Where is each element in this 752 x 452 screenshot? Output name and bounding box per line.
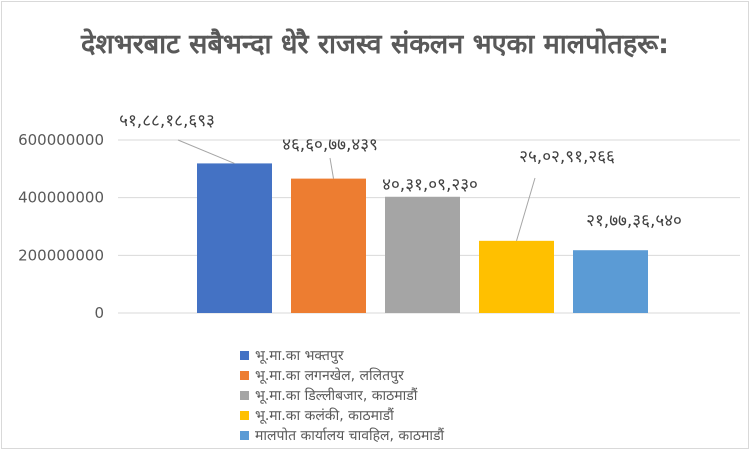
- legend-swatch: [240, 390, 249, 400]
- bar: [197, 163, 272, 313]
- data-label: ४०,३१,०९,२३०: [382, 175, 478, 195]
- chart-legend: भू.मा.का भक्तपुर भू.मा.का लगनखेल, ललितपुर…: [240, 345, 620, 445]
- chart-title: देशभरबाट सबैभन्दा धेरै राजस्व संकलन भएका…: [81, 29, 669, 60]
- data-label: २५,०२,९१,२६६: [519, 147, 615, 167]
- bar: [573, 250, 648, 313]
- legend-swatch: [240, 430, 249, 440]
- legend-label: भू.मा.का डिल्लीबजार, काठमाडौं: [255, 387, 418, 404]
- y-tick-label: 400000000: [18, 189, 104, 207]
- data-label-leader-line: [177, 139, 235, 164]
- y-tick-label: 200000000: [18, 246, 104, 264]
- legend-item: भू.मा.का कलंकी, काठमाडौं: [240, 405, 620, 425]
- legend-label: मालपोत कार्यालय चावहिल, काठमाडौं: [255, 427, 445, 444]
- legend-label: भू.मा.का कलंकी, काठमाडौं: [255, 407, 394, 424]
- legend-item: मालपोत कार्यालय चावहिल, काठमाडौं: [240, 425, 620, 445]
- y-tick-label: 600000000: [18, 131, 104, 149]
- y-tick-label: 0: [94, 304, 104, 322]
- legend-label: भू.मा.का भक्तपुर: [255, 347, 344, 364]
- data-label-leader-line: [329, 157, 334, 179]
- legend-swatch: [240, 410, 249, 420]
- data-label-leader-line: [516, 177, 536, 241]
- data-label: २१,७७,३६,५४०: [586, 211, 682, 231]
- bar: [479, 240, 554, 313]
- bar: [291, 178, 366, 313]
- legend-swatch: [240, 370, 249, 380]
- legend-item: भू.मा.का लगनखेल, ललितपुर: [240, 365, 620, 385]
- data-label: ४६,६०,७७,४३९: [282, 135, 378, 155]
- legend-swatch: [240, 350, 249, 360]
- legend-item: भू.मा.का डिल्लीबजार, काठमाडौं: [240, 385, 620, 405]
- legend-item: भू.मा.का भक्तपुर: [240, 345, 620, 365]
- data-label: ५१,८८,१८,६९३: [119, 111, 215, 131]
- legend-label: भू.मा.का लगनखेल, ललितपुर: [255, 367, 404, 384]
- bar: [385, 196, 460, 313]
